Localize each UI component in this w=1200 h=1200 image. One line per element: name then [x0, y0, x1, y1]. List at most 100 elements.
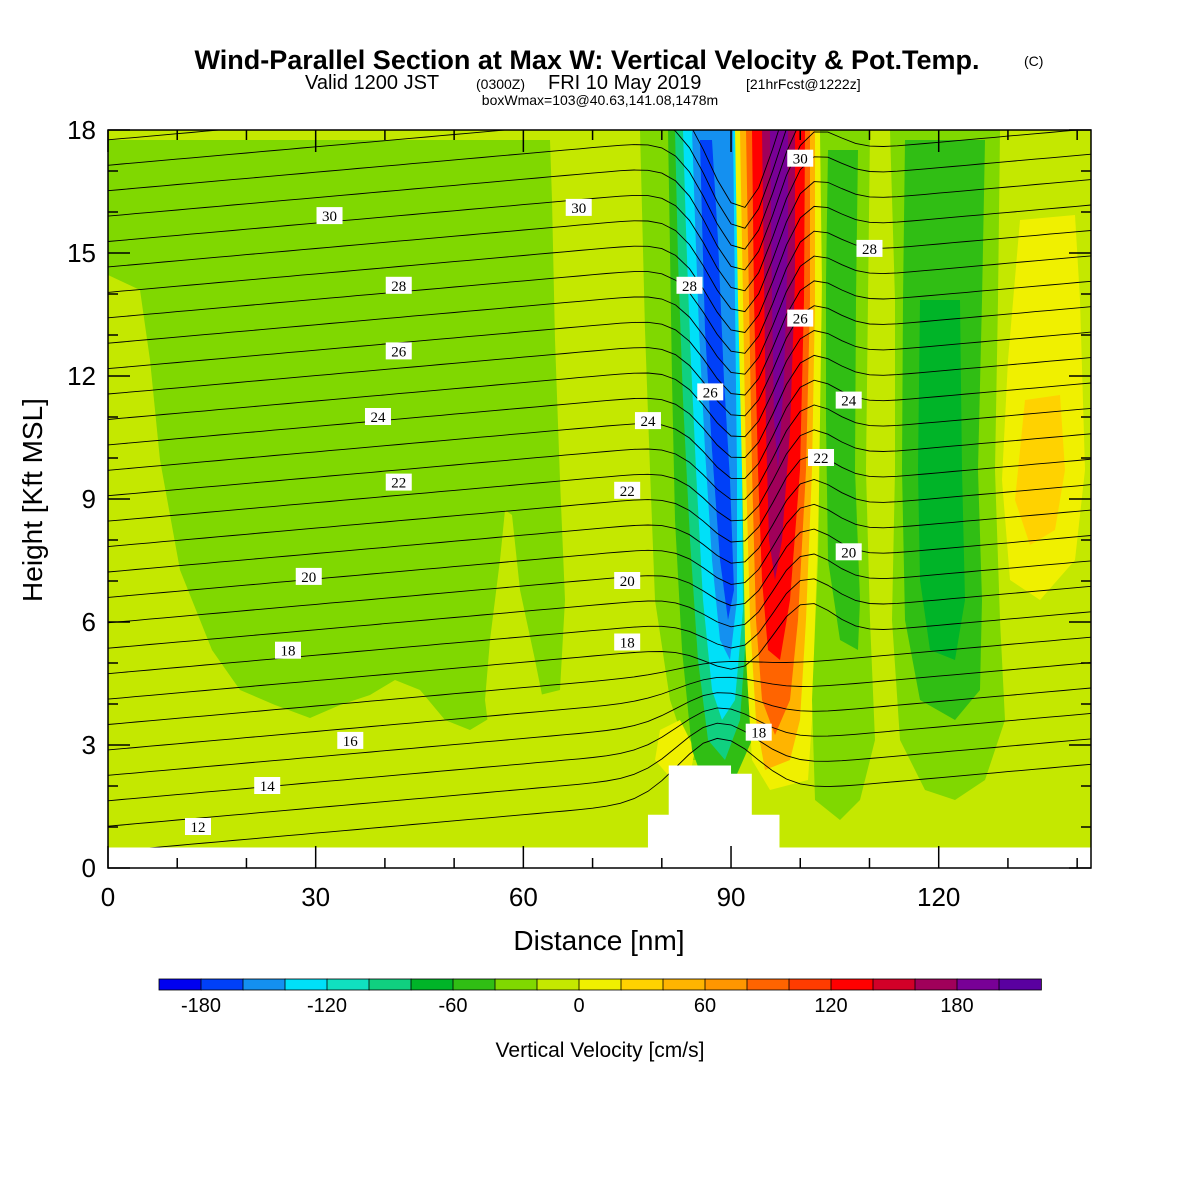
- isentrope-line: [108, 603, 1091, 700]
- contour-label: 14: [260, 779, 276, 795]
- vv-descent-core-max: [700, 140, 734, 620]
- contour-labels: 12 14 16 18 18 18 20 20 20 22 22 22 24 24 24 26 26 26 28 28…: [184, 149, 883, 836]
- terrain-silhouette: [108, 765, 1091, 868]
- colorbar-swatch: [956, 978, 1000, 991]
- contour-label-bg: [787, 309, 814, 327]
- isentrope-line: [108, 153, 1091, 292]
- contour-label: 28: [682, 279, 697, 295]
- isentrope-line: [108, 503, 1091, 598]
- contour-label-bg: [385, 276, 412, 294]
- isentrope-line: [108, 479, 1091, 573]
- colorbar-swatch: [284, 978, 328, 991]
- contour-label-bg: [385, 473, 412, 491]
- contour-label: 24: [640, 414, 656, 430]
- isentrope-line: [108, 305, 1091, 417]
- x-axis-label: Distance [nm]: [513, 925, 684, 956]
- contour-label-bg: [697, 383, 724, 401]
- contour-label-bg: [745, 723, 772, 741]
- vv-region-right-green-deep: [918, 300, 965, 660]
- colorbar-swatch: [830, 978, 874, 991]
- colorbar: [158, 978, 1042, 991]
- colorbar-swatch: [410, 978, 454, 991]
- contour-label-bg: [614, 633, 641, 651]
- x-tick-label: 30: [301, 882, 330, 912]
- x-tick-label: 120: [917, 882, 960, 912]
- contour-label-bg: [337, 731, 364, 749]
- axis-ticks: [107, 129, 1091, 869]
- vv-region-right-ascent-40: [1015, 395, 1065, 545]
- colorbar-swatch: [788, 978, 832, 991]
- contour-label-bg: [184, 818, 211, 835]
- contour-label: 28: [391, 279, 406, 295]
- isentrope-line: [108, 379, 1091, 479]
- contour-label-bg: [808, 449, 835, 466]
- y-tick-label: 6: [82, 607, 96, 637]
- contour-label-bg: [835, 543, 862, 561]
- isentrope-line: [108, 454, 1091, 548]
- contour-label-bg: [614, 481, 641, 499]
- colorbar-swatch: [494, 978, 538, 991]
- colorbar-swatch: [536, 978, 580, 991]
- colorbar-swatch: [326, 978, 370, 991]
- contour-label: 22: [814, 451, 829, 467]
- vv-region-yellow-patch: [655, 720, 695, 775]
- contour-label: 18: [751, 726, 766, 742]
- isentrope-line: [108, 429, 1091, 522]
- colorbar-tick-label: -120: [307, 995, 347, 1017]
- colorbar-swatch: [662, 978, 706, 991]
- contour-label: 20: [301, 570, 316, 586]
- vv-ascent-core-max: [770, 130, 788, 470]
- colorbar-swatch: [242, 978, 286, 991]
- contour-label: 16: [343, 734, 359, 750]
- isentrope-line: [108, 528, 1091, 624]
- plot-area: 12 14 16 18 18 18 20 20 20 22 22 22 24 24 24 26 26 26 28 28…: [107, 129, 1092, 869]
- contour-label-bg: [634, 412, 661, 430]
- x-tick-labels: 0 30 60 90 120: [101, 882, 961, 912]
- contour-label: 30: [322, 209, 337, 225]
- contour-label: 20: [620, 574, 635, 590]
- contour-label-bg: [316, 207, 343, 225]
- contour-label: 22: [620, 484, 635, 500]
- isentrope-line: [108, 130, 1083, 271]
- y-tick-label: 9: [82, 484, 96, 514]
- colorbar-swatch: [620, 978, 664, 991]
- y-axis-label: Height [Kft MSL]: [17, 398, 48, 602]
- contour-label: 30: [571, 201, 586, 217]
- y-tick-label: 12: [67, 361, 96, 391]
- x-tick-label: 60: [509, 882, 538, 912]
- colorbar-tick-labels: -180 -120 -60 0 60 120 180: [181, 995, 974, 1017]
- colorbar-swatch: [158, 978, 202, 991]
- forecast-info: [21hrFcst@1222z]: [746, 76, 861, 92]
- valid-date: FRI 10 May 2019: [548, 72, 701, 94]
- contour-label-bg: [676, 276, 703, 294]
- colorbar-tick-label: 60: [694, 995, 716, 1017]
- contour-label: 28: [862, 242, 877, 258]
- x-tick-label: 90: [717, 882, 746, 912]
- contour-label: 24: [841, 394, 857, 410]
- contour-label: 30: [793, 152, 808, 168]
- colorbar-tick-label: -180: [181, 995, 221, 1017]
- isentrope-line: [108, 204, 1091, 333]
- contour-label: 26: [391, 344, 407, 360]
- contour-label-bg: [254, 777, 281, 794]
- contour-label: 20: [841, 545, 856, 561]
- isentrope-line: [108, 179, 1091, 313]
- colorbar-swatch: [998, 978, 1042, 991]
- colorbar-tick-label: -60: [439, 995, 468, 1017]
- terrain: [108, 765, 1091, 868]
- contour-label: 24: [370, 410, 386, 426]
- colorbar-swatch: [704, 978, 748, 991]
- valid-time-utc: (0300Z): [476, 76, 525, 92]
- x-tick-label: 0: [101, 882, 115, 912]
- colorbar-swatch: [452, 978, 496, 991]
- isentrope-line: [108, 280, 1091, 396]
- isentrope-line: [108, 130, 797, 250]
- box-max-info: boxWmax=103@40.63,141.08,1478m: [482, 92, 718, 108]
- colorbar-tick-label: 0: [573, 995, 584, 1017]
- isentrope-line: [108, 130, 787, 229]
- isentrope-line: [108, 255, 1091, 375]
- contour-label-bg: [385, 342, 412, 360]
- colorbar-tick-label: 180: [940, 995, 973, 1017]
- contour-label-bg: [614, 572, 641, 589]
- isentrope-line: [108, 553, 1091, 649]
